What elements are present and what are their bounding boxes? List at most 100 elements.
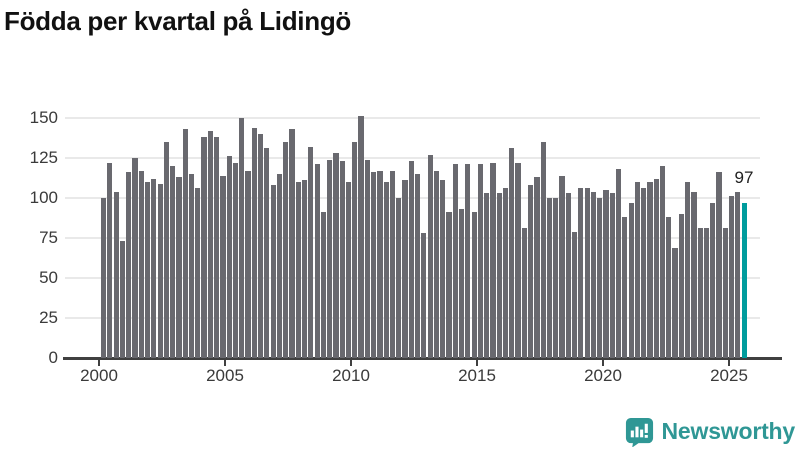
bar-2014-q1 [452,164,458,358]
bar-2005-q2 [232,162,239,358]
bar-2010-q2 [358,116,364,358]
bar-2025-q2 [735,191,741,358]
bar-2019-q2 [584,188,590,358]
bar-2006-q1 [251,127,257,358]
x-axis-tick-2025 [728,359,730,366]
bar-2022-q1 [653,178,659,358]
bar-2022-q3 [666,217,672,358]
bar-2023-q3 [691,191,697,358]
y-axis-label-125: 125 [29,148,58,167]
y-axis-label-0: 0 [48,348,58,367]
bar-2007-q2 [283,142,289,358]
bar-2013-q3 [440,180,446,358]
gridline-125 [65,157,760,159]
bar-2003-q4 [195,188,201,358]
x-axis-label-2000: 2000 [80,366,118,385]
brand-footer: Newsworthy [624,416,795,447]
bar-2017-q2 [534,177,540,358]
bar-2009-q2 [333,153,339,358]
bar-2016-q4 [521,228,527,358]
bar-2018-q2 [559,175,565,358]
bar-2024-q4 [722,228,728,358]
bar-2009-q3 [339,161,345,358]
bar-2014-q4 [471,212,477,358]
bar-2012-q3 [415,174,421,358]
bar-2021-q2 [634,182,640,358]
bar-2006-q4 [270,185,276,358]
bar-2013-q4 [446,212,452,358]
bar-2015-q4 [496,193,502,358]
bar-2003-q3 [188,174,195,358]
bar-2016-q3 [515,162,521,358]
x-axis-tick-2010 [350,359,352,366]
bar-2009-q4 [345,182,352,358]
x-axis-tick-2015 [476,359,478,366]
bar-2003-q2 [182,129,188,358]
bar-2016-q1 [502,188,509,358]
bar-2002-q3 [163,142,169,358]
bar-2001-q1 [126,172,132,358]
x-axis-label-2025: 2025 [710,366,748,385]
bar-2004-q2 [207,130,213,358]
bar-2002-q4 [170,166,176,358]
y-axis-label-100: 100 [29,188,58,207]
bar-2004-q1 [201,137,207,358]
bar-2020-q1 [603,190,609,358]
bar-2000-q2 [107,162,113,358]
bar-2004-q3 [214,137,220,358]
bar-2006-q3 [264,148,270,358]
x-axis-label-2005: 2005 [206,366,244,385]
bar-2015-q1 [477,164,483,358]
bar-2017-q4 [546,198,553,358]
bar-2004-q4 [220,175,226,358]
bar-2013-q1 [427,154,433,358]
bar-2019-q4 [597,198,603,358]
bar-2000-q1 [101,198,107,358]
bar-2002-q1 [151,178,157,358]
bar-2010-q1 [352,142,358,358]
bar-2009-q1 [327,159,333,358]
bar-2023-q1 [678,214,684,358]
bar-2025-q1 [729,196,735,358]
bar-2010-q4 [371,172,377,358]
y-axis-label-50: 50 [39,268,58,287]
bar-2021-q1 [628,202,634,358]
bar-2018-q3 [565,193,571,358]
bar-2017-q3 [540,142,546,358]
bar-2011-q2 [383,182,389,358]
bar-2014-q2 [458,209,465,358]
bar-2019-q3 [590,191,597,358]
bar-2010-q3 [364,159,370,358]
bar-2018-q1 [553,198,559,358]
bar-2008-q2 [308,146,314,358]
bar-2023-q2 [685,182,691,358]
bar-2018-q4 [572,231,578,358]
bar-2001-q4 [144,182,151,358]
bar-2008-q4 [320,212,326,358]
bar-2011-q1 [377,170,383,358]
bar-2015-q2 [484,193,490,358]
x-axis-tick-2000 [98,359,100,366]
bar-2020-q3 [615,169,622,358]
bar-2012-q2 [408,161,414,358]
bar-2022-q4 [672,247,678,358]
bar-2011-q4 [396,198,402,358]
bar-2012-q1 [402,180,408,358]
bar-2014-q3 [465,164,471,358]
bar-2003-q1 [176,177,182,358]
newsworthy-logo-icon [625,417,653,447]
bar-2016-q2 [509,148,515,358]
bar-2008-q3 [314,164,320,358]
bar-2000-q4 [119,241,126,358]
bar-2007-q1 [276,174,283,358]
bar-2000-q3 [113,191,119,358]
chart-title: Födda per kvartal på Lidingö [4,6,351,36]
bar-2025-q3 [741,202,747,358]
y-axis-label-25: 25 [39,308,58,327]
x-axis-tick-2005 [224,359,226,366]
x-axis-label-2010: 2010 [332,366,370,385]
bar-2024-q3 [716,172,722,358]
bar-2005-q4 [245,170,251,358]
x-axis-label-2015: 2015 [458,366,496,385]
x-axis-line [63,357,782,360]
